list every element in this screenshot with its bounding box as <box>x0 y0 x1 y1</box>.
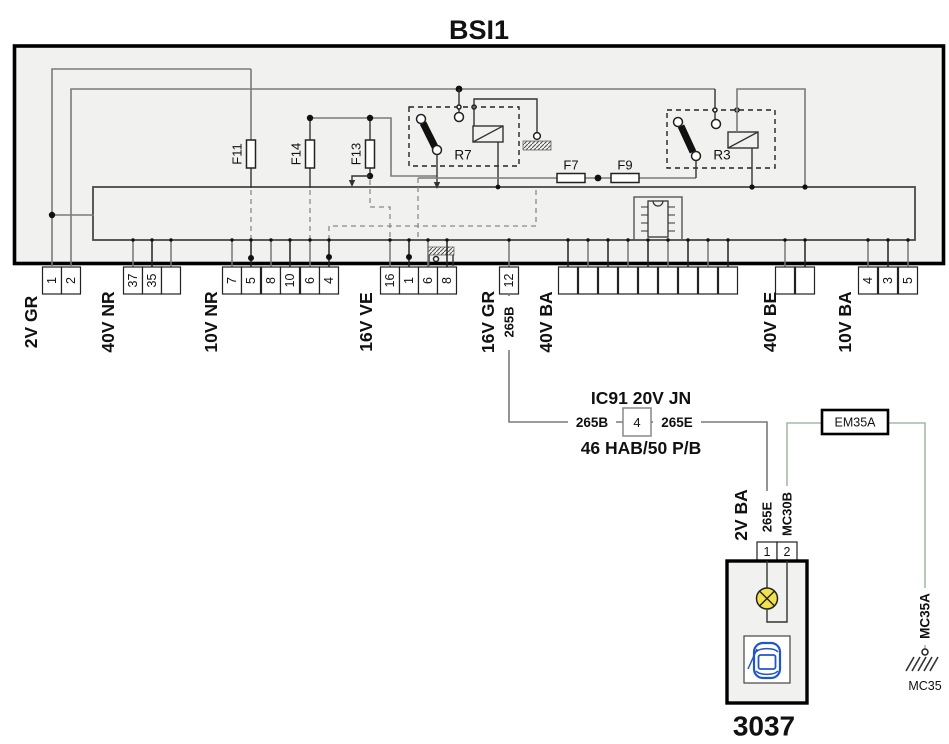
pin-number: 3 <box>881 277 895 284</box>
em35a-box <box>820 408 890 436</box>
ic91-connector: IC91 20V JN 4 265B 265E 46 HAB/50 P/B <box>568 388 768 542</box>
lamp-icon <box>755 587 779 610</box>
pin-number: 16 <box>383 274 397 288</box>
ic91-subtitle: 46 HAB/50 P/B <box>581 438 702 458</box>
fuse-f14-label: F14 <box>289 143 304 165</box>
bsi-pin-boxes <box>41 266 919 295</box>
connector-label-40v-nr: 40V NR <box>98 291 118 353</box>
earth-circuit: EM35A MC35A MC35 <box>786 408 942 693</box>
fuse-f7-f9-chain: F7 F9 <box>418 158 696 184</box>
pin-number: 12 <box>502 274 516 288</box>
fuse-f13: F13 <box>348 118 376 187</box>
connector-label-10v-ba: 10V BA <box>835 291 855 353</box>
pin-number: 7 <box>225 277 239 284</box>
pin-number: 8 <box>264 277 278 284</box>
pin-number: 1 <box>402 277 416 284</box>
diagram-title: BSI1 <box>449 15 509 45</box>
mc35-label: MC35 <box>908 679 941 693</box>
mc35a-label: MC35A <box>918 593 933 639</box>
bsi-box <box>12 44 946 266</box>
pin-number: 1 <box>45 277 59 284</box>
pin-number: 8 <box>440 277 454 284</box>
ic91-wire-left-label: 265B <box>576 415 609 430</box>
bsi-connector-labels: 2V GR 40V NR 10V NR 16V VE 16V GR 40V BA… <box>21 291 855 354</box>
fuse-f9-label: F9 <box>617 158 632 173</box>
pin-number: 2 <box>64 277 78 284</box>
ic91-pin-box <box>622 407 652 437</box>
3037-wire-265e-label: 265E <box>760 501 775 532</box>
ic91-pin-number: 4 <box>633 415 640 430</box>
ic-chip-icon <box>633 196 683 241</box>
relay-r3: R3 <box>666 88 808 190</box>
wire-f13-f14-feed <box>306 114 437 177</box>
pin-number: 4 <box>322 277 336 284</box>
bsi-pin-numbers: 1 2 37 35 7 5 8 10 6 4 16 1 6 8 12 4 3 5 <box>45 274 915 288</box>
em35a-label: EM35A <box>835 416 877 430</box>
pin-number: 6 <box>303 277 317 284</box>
ic91-wire-right-label: 265E <box>661 415 693 430</box>
connector-label-16v-gr: 16V GR <box>478 291 498 354</box>
fuse-f13-label: F13 <box>349 143 364 165</box>
relay-r7-label: R7 <box>454 148 471 163</box>
ic91-title: IC91 20V JN <box>591 388 691 408</box>
connector-label-16v-ve: 16V VE <box>356 292 376 351</box>
ground-mc35-icon <box>905 656 939 672</box>
pin-number: 35 <box>145 274 159 288</box>
pin-number: 37 <box>126 274 140 288</box>
car-icon <box>747 641 782 680</box>
pin-number: 4 <box>861 277 875 284</box>
relay-r3-label: R3 <box>713 148 730 163</box>
bsi-pin-dots <box>131 238 910 261</box>
bsi-pin-lines <box>132 240 909 267</box>
3037-id-label: 3037 <box>733 711 795 742</box>
relay-arm-icon <box>677 124 697 154</box>
pin-number: 5 <box>244 277 258 284</box>
ground-bar-icon <box>522 140 552 151</box>
ecu-internal-links <box>250 178 537 240</box>
connector-label-40v-ba: 40V BA <box>536 291 556 353</box>
pin-number: 5 <box>901 277 915 284</box>
component-3037: 2V BA 265E MC30B 1 2 3037 <box>725 486 809 742</box>
fuse-f11: F11 <box>230 139 257 188</box>
connector-label-2v-gr: 2V GR <box>21 295 41 348</box>
arrow-down-icon <box>433 182 441 189</box>
relay-coil-icon <box>472 125 504 143</box>
3037-pin-1: 1 <box>764 545 771 559</box>
supply-wire-a <box>48 68 252 266</box>
pin-number: 6 <box>421 277 435 284</box>
relay-arm-icon <box>419 121 439 149</box>
fuse-f14: F14 <box>289 118 316 188</box>
fuse-f7-label: F7 <box>563 158 578 173</box>
3037-wire-mc30b-label: MC30B <box>780 492 795 536</box>
3037-connector-label: 2V BA <box>731 489 751 541</box>
fuse-f11-label: F11 <box>230 143 245 164</box>
wire-265b-label: 265B <box>502 306 517 337</box>
relay-coil-icon <box>727 131 759 149</box>
pin-number: 10 <box>283 274 297 288</box>
arrow-down-icon <box>348 180 356 187</box>
ecu-inner-box <box>92 186 916 241</box>
connector-label-40v-be: 40V BE <box>760 292 780 352</box>
3037-pin-2: 2 <box>784 545 791 559</box>
connector-label-10v-nr: 10V NR <box>201 291 221 353</box>
